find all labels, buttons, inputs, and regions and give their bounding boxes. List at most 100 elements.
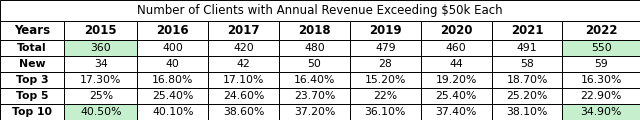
Text: 23.70%: 23.70%	[294, 91, 335, 101]
Bar	[492, 40, 563, 56]
Bar	[420, 104, 492, 120]
Text: 2020: 2020	[440, 24, 472, 37]
Bar	[138, 104, 208, 120]
Text: 40.10%: 40.10%	[152, 107, 193, 117]
Bar	[492, 88, 563, 104]
Text: 50: 50	[308, 59, 321, 69]
Bar	[138, 72, 208, 88]
Bar	[138, 56, 208, 72]
Bar	[350, 56, 420, 72]
Bar	[208, 104, 279, 120]
Text: 16.80%: 16.80%	[152, 75, 193, 85]
Bar	[350, 21, 420, 40]
Text: 480: 480	[304, 43, 325, 53]
Text: 58: 58	[520, 59, 534, 69]
Text: 17.10%: 17.10%	[223, 75, 264, 85]
Bar	[208, 56, 279, 72]
Text: 44: 44	[449, 59, 463, 69]
Text: 25.40%: 25.40%	[152, 91, 193, 101]
Text: 22%: 22%	[373, 91, 397, 101]
Bar	[0, 40, 64, 56]
Bar	[420, 56, 492, 72]
Text: Number of Clients with Annual Revenue Exceeding $50k Each: Number of Clients with Annual Revenue Ex…	[137, 4, 503, 17]
Text: Top 3: Top 3	[16, 75, 49, 85]
Bar	[350, 104, 420, 120]
Text: 34: 34	[94, 59, 108, 69]
Text: 40: 40	[166, 59, 180, 69]
Bar	[64, 104, 138, 120]
Text: 42: 42	[237, 59, 250, 69]
Bar	[279, 21, 350, 40]
Bar	[208, 40, 279, 56]
Bar	[563, 56, 640, 72]
Bar	[563, 21, 640, 40]
Text: 38.10%: 38.10%	[506, 107, 548, 117]
Text: 36.10%: 36.10%	[365, 107, 406, 117]
Text: 16.40%: 16.40%	[294, 75, 335, 85]
Bar	[350, 72, 420, 88]
Text: 28: 28	[378, 59, 392, 69]
Bar	[138, 21, 208, 40]
Bar	[138, 40, 208, 56]
Bar	[138, 88, 208, 104]
Text: Years: Years	[14, 24, 50, 37]
Text: 491: 491	[516, 43, 538, 53]
Text: 34.90%: 34.90%	[580, 107, 622, 117]
Text: Top 10: Top 10	[12, 107, 52, 117]
Text: 22.90%: 22.90%	[580, 91, 622, 101]
Bar	[420, 88, 492, 104]
Text: 2015: 2015	[84, 24, 117, 37]
Bar	[0, 72, 64, 88]
Bar	[64, 21, 138, 40]
Bar	[0, 21, 64, 40]
Bar	[492, 21, 563, 40]
Bar	[492, 72, 563, 88]
Text: 59: 59	[595, 59, 608, 69]
Text: 2017: 2017	[227, 24, 260, 37]
Text: 420: 420	[233, 43, 254, 53]
Text: 25%: 25%	[89, 91, 113, 101]
Bar	[563, 40, 640, 56]
Text: Total: Total	[17, 43, 47, 53]
Bar	[420, 40, 492, 56]
Bar	[64, 56, 138, 72]
Text: 19.20%: 19.20%	[435, 75, 477, 85]
Text: 37.20%: 37.20%	[294, 107, 335, 117]
Bar	[64, 40, 138, 56]
Text: 17.30%: 17.30%	[80, 75, 122, 85]
Bar	[208, 72, 279, 88]
Bar	[0, 104, 64, 120]
Text: 2016: 2016	[156, 24, 189, 37]
Text: 2018: 2018	[298, 24, 331, 37]
Bar	[0, 88, 64, 104]
Bar	[64, 72, 138, 88]
Text: 16.30%: 16.30%	[580, 75, 622, 85]
Bar	[279, 40, 350, 56]
Text: 460: 460	[446, 43, 467, 53]
Bar	[563, 104, 640, 120]
Text: 25.40%: 25.40%	[435, 91, 477, 101]
Bar	[208, 88, 279, 104]
Text: 2019: 2019	[369, 24, 402, 37]
Bar	[279, 72, 350, 88]
Bar	[279, 104, 350, 120]
Bar	[208, 21, 279, 40]
Bar	[420, 72, 492, 88]
Bar	[279, 88, 350, 104]
Text: 15.20%: 15.20%	[365, 75, 406, 85]
Bar	[0, 0, 640, 21]
Text: 360: 360	[90, 43, 111, 53]
Bar	[563, 72, 640, 88]
Text: 38.60%: 38.60%	[223, 107, 264, 117]
Text: Top 5: Top 5	[16, 91, 49, 101]
Bar	[492, 56, 563, 72]
Text: 24.60%: 24.60%	[223, 91, 264, 101]
Text: 37.40%: 37.40%	[435, 107, 477, 117]
Text: 2021: 2021	[511, 24, 543, 37]
Text: 479: 479	[375, 43, 396, 53]
Text: 400: 400	[163, 43, 183, 53]
Bar	[64, 88, 138, 104]
Text: 2022: 2022	[585, 24, 618, 37]
Bar	[279, 56, 350, 72]
Bar	[0, 56, 64, 72]
